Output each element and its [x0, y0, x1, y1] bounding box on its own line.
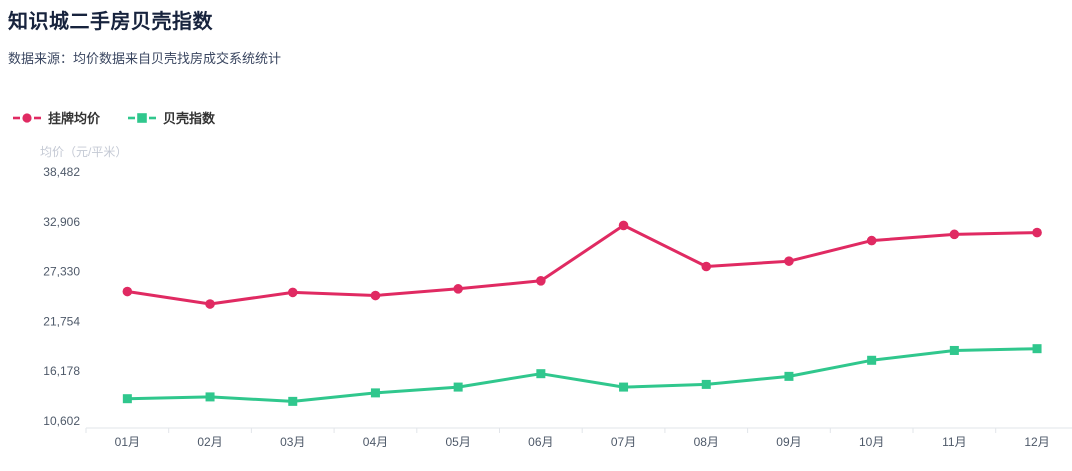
data-point-marker[interactable]: [784, 256, 794, 266]
data-point-marker[interactable]: [867, 355, 877, 365]
series-line-贝壳指数: [125, 347, 1039, 403]
axis-tick-label: 38,482: [43, 165, 80, 179]
data-point-marker[interactable]: [205, 392, 215, 402]
legend-label: 贝壳指数: [163, 111, 216, 126]
data-point-marker[interactable]: [122, 286, 133, 297]
line-circle-marker-icon: [13, 112, 41, 123]
data-point-marker[interactable]: [949, 229, 960, 240]
axis-tick-label: 02月: [197, 435, 222, 449]
data-point-marker[interactable]: [701, 379, 711, 389]
data-point-marker[interactable]: [784, 371, 794, 381]
data-point-marker[interactable]: [453, 284, 463, 294]
data-point-marker[interactable]: [701, 261, 712, 272]
data-point-marker[interactable]: [287, 287, 298, 298]
axis-tick-label: 10月: [859, 435, 884, 449]
data-point-marker[interactable]: [370, 290, 381, 301]
axis-tick-label: 04月: [363, 435, 388, 449]
data-point-marker[interactable]: [949, 345, 959, 355]
data-point-marker[interactable]: [618, 220, 629, 231]
y-axis-name: 均价（元/平米）: [40, 145, 128, 159]
data-point-marker[interactable]: [1032, 227, 1042, 238]
legend-label: 挂牌均价: [48, 111, 101, 126]
axis-tick-label: 10,602: [43, 414, 80, 428]
data-point-marker[interactable]: [453, 382, 463, 392]
axis-tick-label: 32,906: [43, 215, 80, 229]
axis-tick-label: 05月: [445, 435, 470, 449]
data-point-marker[interactable]: [1032, 344, 1042, 354]
data-point-marker[interactable]: [536, 369, 546, 379]
page-title: 知识城二手房贝壳指数: [8, 11, 213, 33]
chart-legend: 挂牌均价 贝壳指数: [13, 108, 215, 127]
legend-item-beike-index[interactable]: 贝壳指数: [128, 108, 215, 127]
data-point-marker[interactable]: [619, 382, 629, 392]
data-point-marker[interactable]: [536, 275, 546, 286]
axis-tick-label: 27,330: [43, 265, 80, 279]
legend-item-listing-price[interactable]: 挂牌均价: [13, 108, 100, 127]
data-point-marker[interactable]: [288, 396, 298, 406]
data-point-marker[interactable]: [866, 235, 877, 246]
axis-tick-label: 01月: [115, 435, 140, 449]
data-source-subtitle: 数据来源：均价数据来自贝壳找房成交系统统计: [8, 51, 282, 66]
axis-tick-label: 21,754: [43, 314, 80, 328]
axis-tick-label: 12月: [1024, 435, 1049, 449]
axis-tick-label: 09月: [776, 435, 801, 449]
axis-tick-label: 16,178: [43, 364, 80, 378]
data-point-marker[interactable]: [370, 388, 380, 398]
axis-tick-label: 06月: [528, 435, 553, 449]
data-point-marker[interactable]: [205, 299, 215, 309]
axis-tick-label: 03月: [280, 435, 305, 449]
axis-tick-label: 08月: [694, 435, 719, 449]
axis-tick-label: 11月: [942, 435, 966, 449]
series-line-挂牌均价: [125, 223, 1039, 306]
axis-tick-label: 07月: [611, 435, 636, 449]
line-square-marker-icon: [128, 112, 157, 123]
data-point-marker[interactable]: [122, 394, 132, 404]
